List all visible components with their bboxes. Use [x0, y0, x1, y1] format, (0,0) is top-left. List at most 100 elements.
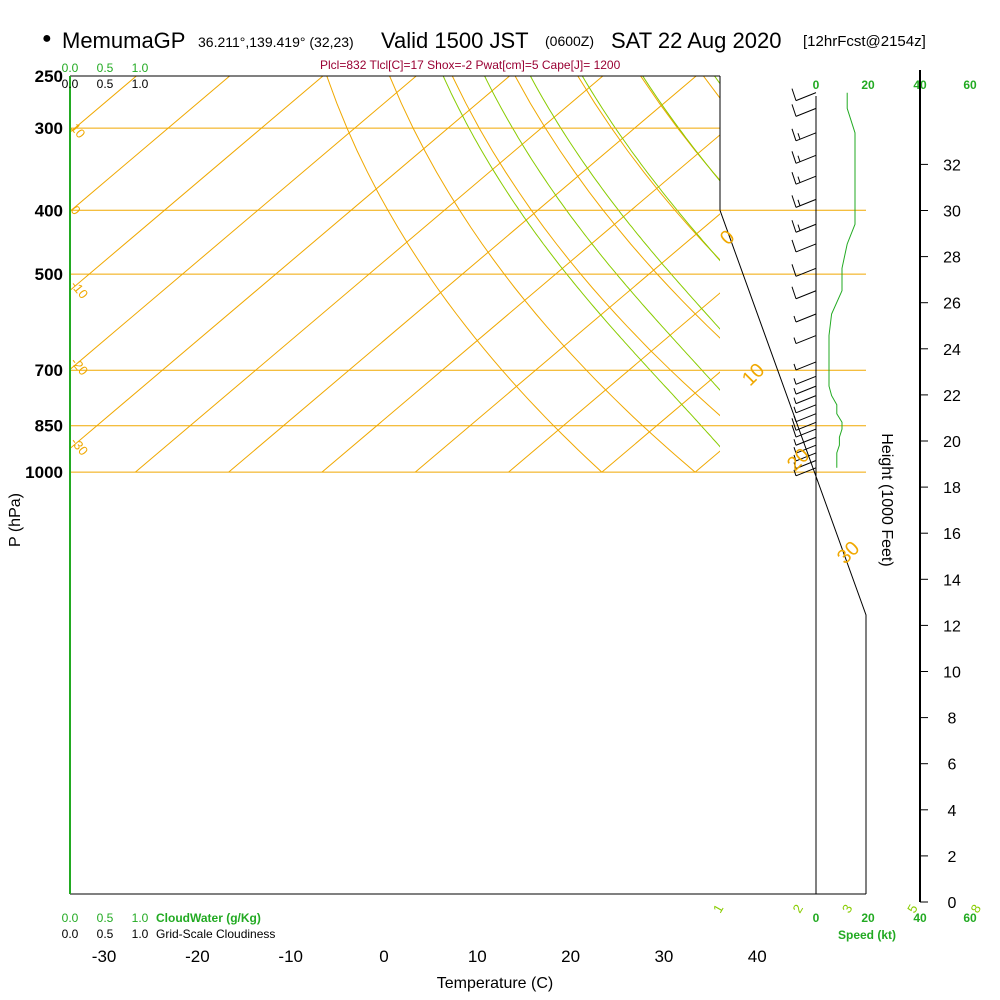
wind-barb-flag [791, 151, 797, 164]
wind-barb-staff [795, 404, 817, 414]
speed-tick-bottom: 60 [963, 911, 977, 925]
wind-barb-staff [795, 444, 817, 454]
temperature-tick-label: -20 [185, 947, 210, 966]
temperature-tick-label: 0 [379, 947, 388, 966]
wind-barb-staff [795, 460, 817, 469]
cloudiness-tick-bottom: 0.0 [62, 927, 79, 941]
cloudwater-tick-top: 0.5 [97, 61, 114, 75]
wind-barb-staff [795, 267, 817, 277]
wind-barb-staff [795, 92, 817, 102]
wind-barb [793, 436, 817, 446]
cloudiness-label: Grid-Scale Cloudiness [156, 927, 275, 941]
height-tick-label: 10 [943, 665, 961, 682]
wind-barb-flag [791, 239, 797, 253]
speed-tick-bottom: 40 [913, 911, 927, 925]
speed-tick-top: 20 [861, 78, 875, 92]
dry-adiabat-line [892, 76, 1000, 472]
mixing-ratio-line [851, 210, 1000, 472]
height-tick-label: 8 [948, 711, 957, 728]
wind-barb-half [793, 469, 797, 476]
wind-barb-half [793, 462, 797, 469]
temperature-tick-label: -30 [92, 947, 117, 966]
wind-barb-flag [791, 424, 797, 438]
cloudiness-tick-top: 0.5 [97, 77, 114, 91]
cloudwater-label: CloudWater (g/Kg) [156, 911, 261, 925]
dewpoint-line [853, 98, 1000, 472]
wind-barb [793, 313, 817, 323]
wind-barb [793, 460, 817, 469]
wind-speed-line [828, 92, 856, 468]
cloudiness-tick-top: 0.0 [62, 77, 79, 91]
wind-barb-half [793, 397, 797, 404]
moist-adiabat-line [909, 76, 1000, 472]
wind-barb [791, 220, 817, 233]
height-tick-label: 30 [943, 204, 961, 221]
x-axis-label: Temperature (C) [437, 975, 553, 992]
forecast-info: [12hrFcst@2154z] [803, 33, 926, 50]
bullet-icon: ● [42, 30, 52, 47]
wind-barb-half [797, 199, 801, 206]
cloudwater-tick-top: 0.0 [62, 61, 79, 75]
wind-barb-staff [795, 175, 817, 185]
wind-barb-half [793, 363, 797, 371]
wind-barb [793, 413, 817, 423]
wind-barb-staff [795, 436, 817, 446]
isotherm-line [70, 76, 230, 212]
moist-adiabat-line [581, 76, 720, 262]
dry-adiabat-line [451, 76, 720, 417]
stability-params: Plcl=832 Tlcl[C]=17 Shox=-2 Pwat[cm]=5 C… [320, 58, 621, 72]
wind-barb [791, 195, 817, 208]
wind-barb-half [797, 176, 801, 183]
wind-barb-half [793, 315, 797, 323]
height-tick-label: 18 [943, 480, 961, 497]
location: 36.211°,139.419° (32,23) [198, 34, 354, 50]
wind-barb-staff [795, 154, 817, 164]
pressure-tick-label: 500 [35, 265, 63, 284]
temperature-tick-label: 20 [561, 947, 580, 966]
isotherm-label: -20 [68, 354, 92, 378]
wind-barb [793, 404, 817, 414]
wind-barb [791, 172, 817, 185]
wind-barb-half [793, 439, 797, 446]
isotherm-line [601, 371, 720, 473]
pressure-tick-label: 1000 [25, 463, 63, 482]
height-tick-label: 6 [948, 757, 957, 774]
wind-barb-staff [795, 313, 817, 323]
wind-barb-flag [791, 220, 797, 233]
wind-barb-staff [795, 290, 817, 300]
height-tick-label: 14 [943, 572, 961, 589]
mixing-ratio-label: 3 [839, 902, 856, 916]
wind-barb-half [793, 387, 797, 395]
wind-barb [793, 385, 817, 395]
pressure-tick-label: 700 [35, 361, 63, 380]
model-name: MemumaGP [62, 28, 186, 53]
wind-barb-half [797, 224, 801, 231]
wind-barb-staff [795, 421, 817, 431]
wind-barb-half [793, 415, 797, 422]
cloudiness-tick-bottom: 1.0 [132, 927, 149, 941]
zulu-time: (0600Z) [545, 33, 595, 49]
wind-barb-staff [795, 385, 817, 395]
speed-tick-top: 60 [963, 78, 977, 92]
wind-barb [791, 239, 817, 253]
dry-adiabat-label: 10 [738, 359, 769, 390]
wind-barb-flag [791, 128, 797, 141]
wind-barb [793, 335, 817, 345]
wind-barb [791, 418, 817, 431]
wind-barb [791, 286, 817, 300]
wind-barb-half [797, 155, 801, 162]
wind-barb [793, 361, 817, 371]
wind-barb-staff [795, 243, 817, 253]
isotherm-line [508, 292, 720, 473]
wind-barb-staff [795, 107, 817, 117]
wind-barb-flag [791, 104, 797, 117]
pressure-tick-label: 300 [35, 119, 63, 138]
wind-barb [793, 395, 817, 405]
wind-barb-staff [795, 223, 817, 233]
wind-barb-half [793, 406, 797, 413]
cloudwater-tick-bottom: 0.5 [97, 911, 114, 925]
cloudiness-tick-top: 1.0 [132, 77, 149, 91]
wind-barb-flag [791, 172, 797, 185]
height-tick-label: 0 [948, 895, 957, 912]
